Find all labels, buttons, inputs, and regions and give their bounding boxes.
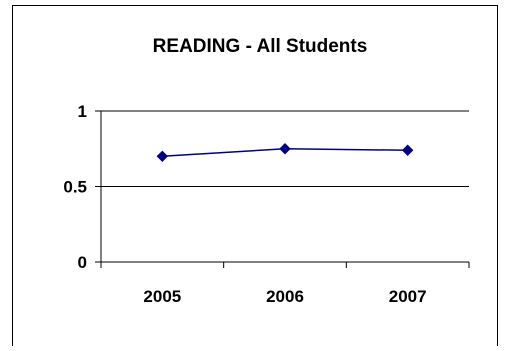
x-tick-label-2006: 2006 bbox=[266, 287, 304, 306]
y-tick-label: 0 bbox=[78, 253, 87, 272]
data-point-2005 bbox=[156, 150, 169, 163]
axes bbox=[95, 110, 470, 268]
x-tick-labels: 2005 2006 2007 bbox=[143, 287, 426, 306]
x-tick-label-2005: 2005 bbox=[143, 287, 181, 306]
y-tick-label: 0.5 bbox=[63, 178, 87, 197]
grid-lines bbox=[101, 110, 469, 187]
chart-border bbox=[12, 5, 498, 351]
chart-title: READING - All Students bbox=[153, 36, 368, 57]
series-markers bbox=[156, 143, 414, 163]
data-point-2006 bbox=[279, 143, 291, 155]
data-point-2007 bbox=[401, 144, 414, 156]
y-tick-label: 1 bbox=[78, 102, 87, 121]
y-tick-labels: 00.51 bbox=[63, 102, 87, 272]
x-tick-label-2007: 2007 bbox=[389, 287, 427, 306]
